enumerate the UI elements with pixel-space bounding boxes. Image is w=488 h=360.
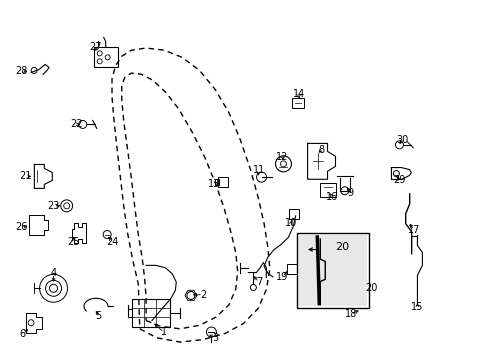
Text: 14: 14 <box>292 89 305 99</box>
Bar <box>291 98 304 108</box>
Text: 17: 17 <box>407 225 419 235</box>
Text: 7: 7 <box>255 277 262 287</box>
Text: 18: 18 <box>344 310 356 319</box>
Text: 29: 29 <box>392 175 405 185</box>
Bar <box>286 264 297 274</box>
Text: 2: 2 <box>200 290 206 300</box>
Text: 12: 12 <box>275 152 287 162</box>
Bar <box>94 48 118 67</box>
Text: 20: 20 <box>334 242 348 252</box>
Text: 27: 27 <box>89 42 102 51</box>
Text: 30: 30 <box>396 135 408 145</box>
Text: 3: 3 <box>212 333 218 343</box>
Bar <box>215 179 219 185</box>
Text: 20: 20 <box>364 283 377 293</box>
Text: 19: 19 <box>276 272 288 282</box>
Bar <box>218 177 227 187</box>
Text: 10: 10 <box>285 218 297 228</box>
Text: 16: 16 <box>325 192 338 202</box>
Text: 24: 24 <box>105 237 118 247</box>
Text: 8: 8 <box>318 144 324 154</box>
Text: 4: 4 <box>50 268 57 278</box>
Text: 1: 1 <box>161 327 167 337</box>
Bar <box>132 299 169 327</box>
Text: 21: 21 <box>19 171 31 181</box>
Text: 22: 22 <box>70 120 82 129</box>
Text: 9: 9 <box>347 188 353 198</box>
Text: 26: 26 <box>15 222 27 232</box>
Bar <box>297 233 368 308</box>
Text: 5: 5 <box>95 311 102 320</box>
Bar <box>299 235 366 306</box>
Text: 28: 28 <box>15 66 27 76</box>
Text: 13: 13 <box>208 179 220 189</box>
Text: 6: 6 <box>20 329 26 339</box>
Text: 23: 23 <box>47 201 60 211</box>
Text: 15: 15 <box>410 302 423 312</box>
Text: 25: 25 <box>67 237 79 247</box>
Text: 11: 11 <box>252 165 264 175</box>
Bar <box>320 183 336 197</box>
Bar <box>288 209 298 219</box>
